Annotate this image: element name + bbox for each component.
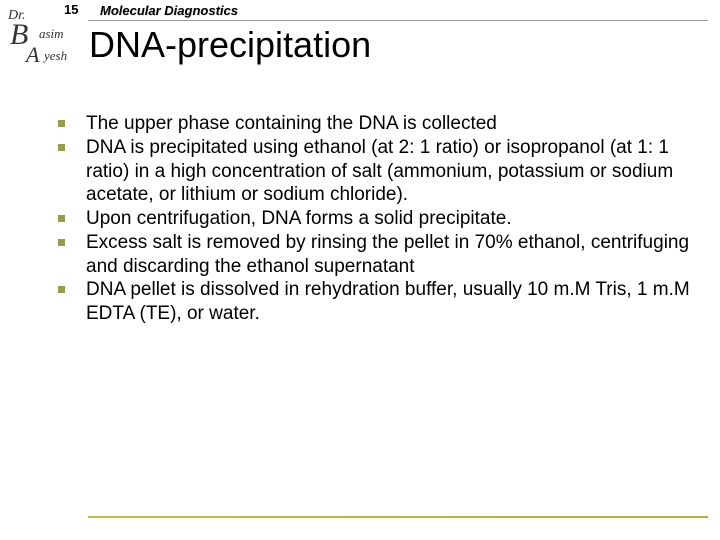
slide-title: DNA-precipitation <box>89 24 371 66</box>
list-item: DNA pellet is dissolved in rehydration b… <box>40 278 690 326</box>
logo-yesh: yesh <box>44 48 67 64</box>
list-item: Excess salt is removed by rinsing the pe… <box>40 231 690 279</box>
logo-a2: A <box>26 42 39 68</box>
logo-asim: asim <box>39 26 64 42</box>
list-item: DNA is precipitated using ethanol (at 2:… <box>40 136 690 207</box>
footer-divider <box>88 516 708 518</box>
course-title: Molecular Diagnostics <box>100 3 238 18</box>
list-item: Upon centrifugation, DNA forms a solid p… <box>40 207 690 231</box>
content-area: The upper phase containing the DNA is co… <box>40 112 690 326</box>
header: Dr. B asim A yesh 15 Molecular Diagnosti… <box>0 0 720 78</box>
list-item: The upper phase containing the DNA is co… <box>40 112 690 136</box>
header-divider <box>88 20 708 21</box>
bullet-list: The upper phase containing the DNA is co… <box>40 112 690 326</box>
page-number: 15 <box>64 2 78 17</box>
